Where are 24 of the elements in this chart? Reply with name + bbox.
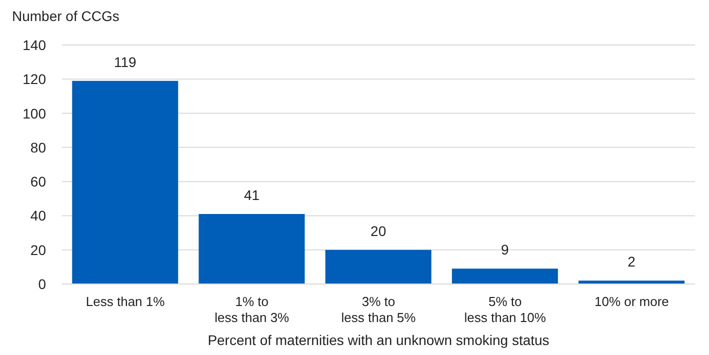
data-label: 2 xyxy=(628,254,636,270)
x-tick-label: 10% or more xyxy=(594,294,669,309)
y-tick-label: 60 xyxy=(30,174,46,190)
y-axis-title: Number of CCGs xyxy=(12,8,120,24)
bar xyxy=(325,250,432,284)
data-label: 20 xyxy=(370,222,386,239)
y-tick-label: 140 xyxy=(22,36,46,53)
x-tick-label: 1% to less than 3% xyxy=(214,294,290,325)
y-tick-label: 20 xyxy=(30,242,46,258)
y-tick-label: 40 xyxy=(30,208,46,224)
x-tick-label: 3% to less than 5% xyxy=(341,294,416,325)
data-label: 119 xyxy=(114,54,136,70)
y-tick-label: 80 xyxy=(30,139,46,156)
x-tick-label: Less than 1% xyxy=(86,294,166,309)
y-tick-label: 0 xyxy=(38,276,46,292)
x-tick-label: 5% to less than 10% xyxy=(464,294,546,325)
data-label: 9 xyxy=(501,242,510,258)
data-label: 41 xyxy=(244,187,260,204)
bar xyxy=(452,268,558,284)
bar xyxy=(198,214,305,284)
x-axis-title: Percent of maternities with an unknown smoking status xyxy=(206,332,550,348)
y-tick-label: 120 xyxy=(22,71,46,88)
bar xyxy=(72,80,178,284)
y-tick-label: 100 xyxy=(22,105,46,122)
